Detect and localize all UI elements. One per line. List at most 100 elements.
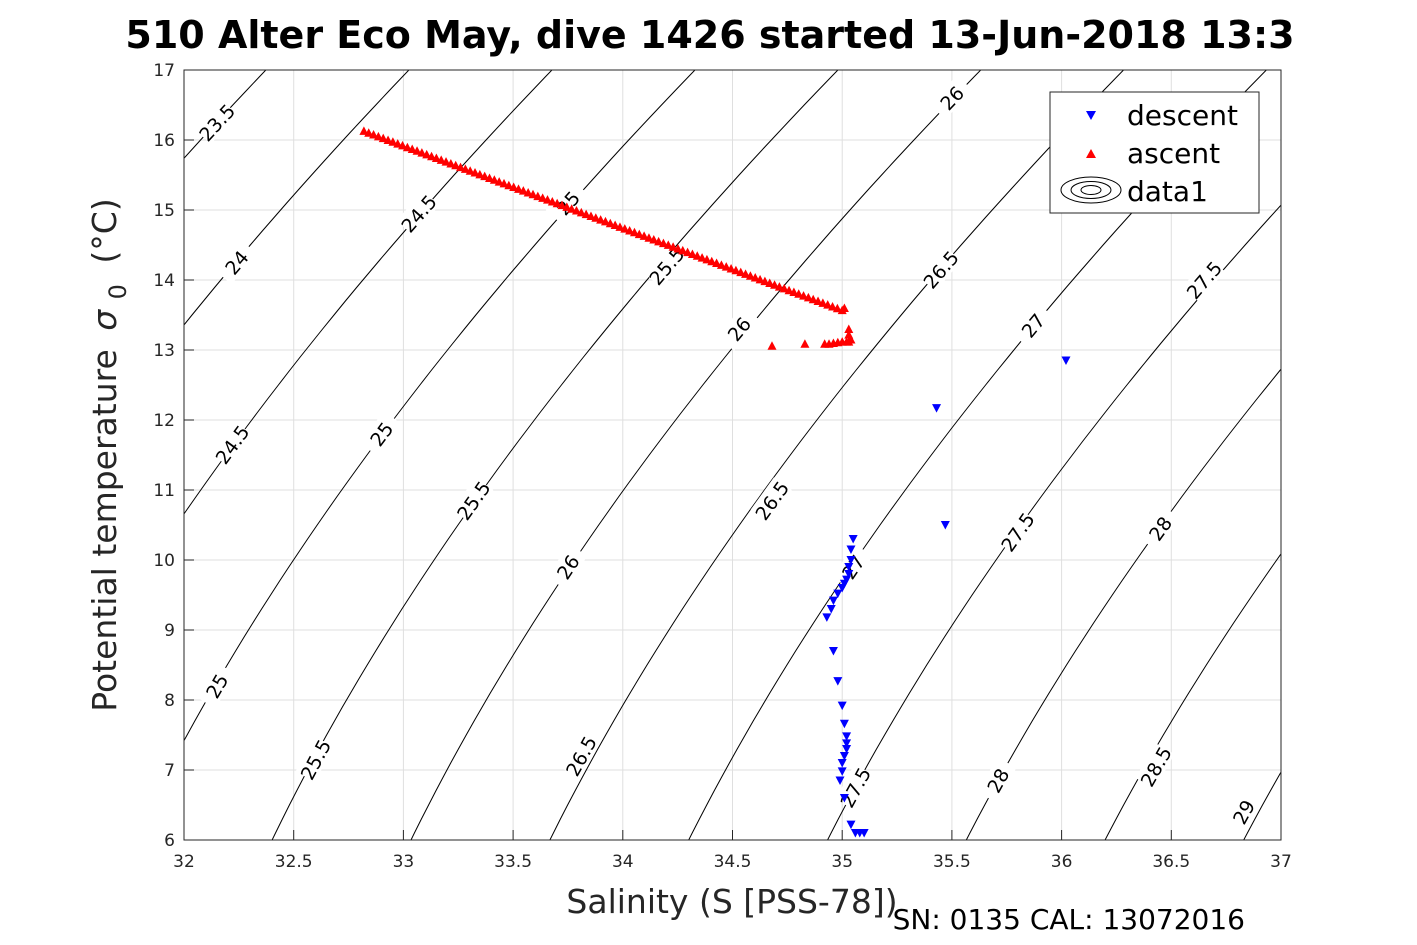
contour-line bbox=[184, 70, 410, 326]
x-axis-ticks: 32 32.5 33 33.5 34 34.5 35 35.5 36 36.5 37 bbox=[173, 830, 1292, 872]
y-axis-label: Potential temperature σ 0 (°C) bbox=[85, 198, 134, 711]
ascent-point bbox=[683, 247, 693, 257]
legend-descent-marker bbox=[1086, 111, 1096, 120]
ascent-point bbox=[663, 240, 673, 249]
x-tick-label: 34.5 bbox=[714, 852, 752, 872]
descent-point bbox=[940, 521, 950, 530]
chart-title: 510 Alter Eco May, dive 1426 started 13-… bbox=[125, 13, 1294, 57]
ascent-point bbox=[828, 301, 838, 311]
legend-ascent-label: ascent bbox=[1127, 137, 1220, 170]
ascent-point bbox=[668, 242, 678, 251]
descent-point bbox=[846, 556, 856, 565]
ascent-point bbox=[514, 184, 524, 193]
ascent-point bbox=[736, 267, 746, 277]
descent-point bbox=[837, 767, 847, 776]
y-tick-label: 12 bbox=[153, 411, 175, 431]
ascent-point bbox=[596, 215, 606, 224]
contour-line bbox=[410, 70, 982, 840]
ascent-point bbox=[586, 211, 596, 220]
ascent-point bbox=[499, 178, 509, 188]
y-tick-label: 8 bbox=[164, 691, 175, 711]
contour-line bbox=[826, 204, 1281, 840]
contour-line bbox=[1104, 552, 1281, 840]
y-axis-label-symbol: σ bbox=[85, 309, 124, 331]
descent-point bbox=[837, 584, 847, 593]
footer-serial-calibration: SN: 0135 CAL: 13072016 bbox=[893, 903, 1245, 936]
legend-contour-icon bbox=[1060, 176, 1122, 204]
x-tick-label: 35.5 bbox=[933, 852, 971, 872]
ascent-point bbox=[576, 207, 586, 217]
ascent-point bbox=[789, 287, 799, 296]
y-tick-label: 17 bbox=[153, 61, 175, 81]
y-tick-label: 10 bbox=[153, 551, 175, 571]
x-tick-label: 32 bbox=[173, 852, 195, 872]
ascent-point bbox=[538, 193, 548, 202]
ascent-point bbox=[552, 198, 562, 208]
ascent-point bbox=[750, 273, 760, 282]
ascent-point bbox=[765, 278, 775, 287]
ascent-point bbox=[784, 285, 794, 295]
ascent-point bbox=[557, 200, 567, 210]
ascent-point bbox=[774, 282, 784, 291]
y-tick-label: 6 bbox=[164, 831, 175, 851]
contour-line bbox=[184, 70, 696, 742]
ascent-point bbox=[707, 256, 717, 266]
descent-point bbox=[828, 647, 838, 656]
ascent-point bbox=[489, 175, 499, 184]
y-axis-ticks: 6 7 8 9 10 11 12 13 14 15 16 17 bbox=[153, 61, 194, 851]
descent-point bbox=[844, 563, 854, 572]
ascent-point bbox=[605, 218, 615, 228]
ascent-point bbox=[767, 341, 777, 350]
ascent-point bbox=[625, 225, 635, 235]
descent-point bbox=[846, 545, 856, 554]
descent-point bbox=[835, 776, 845, 785]
x-axis-label: Salinity (S [PSS-78]) bbox=[566, 882, 897, 921]
x-tick-label: 35 bbox=[831, 852, 853, 872]
ascent-point bbox=[504, 180, 514, 190]
ascent-point bbox=[460, 164, 470, 173]
y-tick-label: 13 bbox=[153, 341, 175, 361]
descent-point bbox=[842, 732, 852, 741]
ascent-point bbox=[615, 222, 625, 231]
ascent-point bbox=[480, 171, 490, 181]
descent-point bbox=[839, 719, 849, 729]
ascent-series bbox=[359, 126, 856, 350]
ascent-point bbox=[799, 291, 809, 300]
ascent-point bbox=[716, 260, 726, 269]
ascent-point bbox=[359, 126, 369, 135]
descent-point bbox=[844, 570, 854, 579]
x-tick-label: 32.5 bbox=[275, 852, 313, 872]
ascent-point bbox=[412, 146, 422, 155]
ascent-point bbox=[509, 182, 519, 192]
ascent-point bbox=[634, 229, 644, 239]
x-tick-label: 33 bbox=[393, 852, 415, 872]
ascent-point bbox=[678, 245, 688, 255]
legend-ascent-marker bbox=[1086, 149, 1096, 158]
ascent-point bbox=[528, 189, 538, 199]
ascent-point bbox=[803, 292, 813, 302]
ascent-point bbox=[417, 148, 427, 157]
y-axis-label-unit: (°C) bbox=[85, 198, 124, 263]
descent-point bbox=[837, 759, 847, 768]
ascent-point bbox=[654, 236, 664, 246]
contour-label: 28 bbox=[977, 757, 1017, 803]
ascent-point bbox=[485, 173, 495, 182]
ascent-point bbox=[456, 162, 466, 172]
descent-point bbox=[842, 745, 852, 754]
ascent-point bbox=[402, 142, 412, 152]
ascent-point bbox=[649, 235, 659, 244]
ascent-point bbox=[518, 186, 528, 195]
descent-point bbox=[846, 820, 856, 830]
ascent-point bbox=[475, 169, 485, 179]
ascent-point bbox=[422, 149, 432, 159]
ascent-point bbox=[702, 254, 712, 264]
ascent-point bbox=[760, 276, 770, 286]
descent-point bbox=[833, 589, 843, 599]
descent-point bbox=[837, 701, 847, 711]
ascent-point bbox=[398, 140, 408, 150]
descent-point bbox=[848, 535, 858, 544]
y-tick-label: 15 bbox=[153, 201, 175, 221]
ascent-point bbox=[673, 244, 683, 253]
descent-point bbox=[833, 677, 843, 686]
